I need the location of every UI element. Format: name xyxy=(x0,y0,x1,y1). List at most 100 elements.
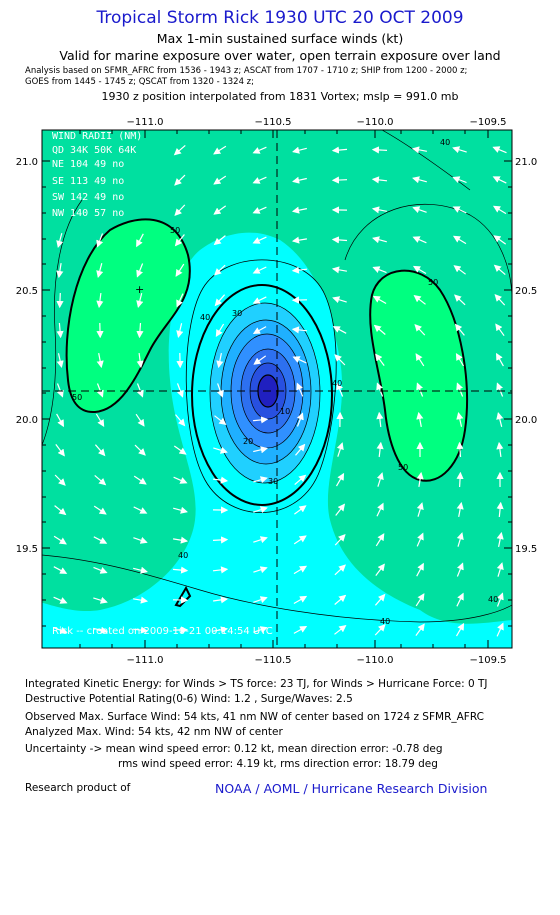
wind-radii-row-ne: NE 104 49 no xyxy=(52,159,124,170)
contour-label: 50 xyxy=(398,463,408,472)
wind-radii-header: QD 34K 50K 64K xyxy=(52,145,136,156)
wind-vector xyxy=(292,176,307,184)
contour-label: 40 xyxy=(488,595,498,604)
wind-vector xyxy=(456,412,464,427)
wind-vector xyxy=(456,501,464,518)
wind-vector xyxy=(411,146,428,154)
wind-vector xyxy=(296,412,304,427)
wind-vector xyxy=(456,382,464,397)
wind-vector xyxy=(213,175,227,185)
wind-vector xyxy=(412,206,427,214)
organization-link[interactable]: NOAA / AOML / Hurricane Research Divisio… xyxy=(215,781,488,796)
wind-vector xyxy=(56,233,64,248)
wind-vector xyxy=(372,295,387,305)
wind-vector xyxy=(96,293,104,309)
wind-vector xyxy=(252,236,267,244)
wind-vector xyxy=(56,322,64,339)
wind-vector xyxy=(412,265,427,275)
wind-vector xyxy=(213,596,229,604)
wind-vector xyxy=(492,146,507,154)
wind-vector xyxy=(496,622,504,637)
lon-tick-top: −110.0 xyxy=(356,117,393,128)
wind-vector xyxy=(53,626,68,634)
wind-vector xyxy=(372,236,387,244)
map-frame xyxy=(41,129,513,649)
wind-vector xyxy=(253,355,267,365)
lat-tick-left: 20.5 xyxy=(16,286,38,297)
wind-vector xyxy=(456,562,464,577)
wind-vector xyxy=(412,176,427,184)
wind-vector xyxy=(213,205,227,215)
wind-vector xyxy=(374,593,386,606)
wind-vector xyxy=(176,293,184,308)
wind-vector xyxy=(176,383,184,398)
wind-vector xyxy=(376,441,384,458)
wind-vector xyxy=(456,441,464,458)
wind-vector xyxy=(252,176,267,184)
lon-tick-top: −109.5 xyxy=(469,117,506,128)
wind-vector xyxy=(173,445,187,455)
wind-vector xyxy=(496,382,504,397)
contour-label: 50 xyxy=(428,278,438,287)
wind-vector xyxy=(416,532,424,547)
wind-vector xyxy=(253,596,268,604)
wind-vector xyxy=(456,532,464,547)
wind-vector xyxy=(294,474,307,486)
wind-vector xyxy=(132,596,149,604)
wind-vector xyxy=(452,235,467,245)
uncertainty-line1: Uncertainty -> mean wind speed error: 0.… xyxy=(25,743,443,755)
wind-radii-row-nw: NW 140 57 no xyxy=(52,208,124,219)
axis-ticks xyxy=(42,130,512,648)
lon-tick-top: −111.0 xyxy=(126,117,163,128)
wind-vector xyxy=(412,236,427,244)
wind-vector xyxy=(214,415,227,426)
wind-vector xyxy=(252,146,267,154)
wind-vector xyxy=(173,144,186,156)
lon-tick-bottom: −110.0 xyxy=(356,655,393,666)
lon-tick-bottom: −109.5 xyxy=(469,655,506,666)
position-note: 1930 z position interpolated from 1831 V… xyxy=(101,90,459,103)
wind-vector xyxy=(136,263,144,278)
wind-vector xyxy=(292,356,307,364)
wind-vector xyxy=(414,324,426,336)
contour-labels: 40 50 50 50 40 30 10 20 30 50 40 40 40 4… xyxy=(72,138,498,626)
wind-vector xyxy=(332,296,347,304)
wind-vector xyxy=(93,505,107,515)
wind-vector xyxy=(215,323,225,338)
analyzed-max-wind: Analyzed Max. Wind: 54 kts, 42 nm NW of … xyxy=(25,726,283,738)
wind-radii-row-sw: SW 142 49 no xyxy=(52,192,124,203)
wind-vector xyxy=(334,354,346,366)
exposure-note: Valid for marine exposure over water, op… xyxy=(59,48,501,63)
wind-vector xyxy=(134,444,146,456)
wind-vector xyxy=(291,266,308,274)
wind-vector xyxy=(292,146,307,154)
wind-vector xyxy=(173,536,189,544)
contour-label: 30 xyxy=(268,477,278,486)
wind-vector xyxy=(336,382,344,397)
wind-vector xyxy=(332,326,347,334)
wind-vector xyxy=(53,535,67,545)
wind-vector xyxy=(371,146,388,154)
wind-vector xyxy=(496,531,504,548)
wind-vector xyxy=(133,536,148,544)
wind-vector xyxy=(96,263,104,278)
wind-vector xyxy=(295,443,306,456)
wind-vector xyxy=(335,472,345,487)
contour-label: 40 xyxy=(178,551,188,560)
wind-vector xyxy=(213,235,226,246)
wind-vector xyxy=(174,174,186,186)
wind-vector xyxy=(452,206,467,214)
analysis-sources-line2: GOES from 1445 - 1745 z; QSCAT from 1320… xyxy=(25,77,255,87)
wind-vector xyxy=(172,566,189,574)
wind-radii-title: WIND RADII (NM) xyxy=(52,131,142,142)
wind-vector xyxy=(54,505,67,516)
wind-vector xyxy=(376,472,384,487)
wind-vector xyxy=(454,323,465,336)
contour-label: 50 xyxy=(170,226,180,235)
wind-vector xyxy=(212,566,229,574)
wind-vector xyxy=(56,292,64,309)
wind-vector xyxy=(375,563,385,576)
wind-vector xyxy=(96,352,104,369)
wind-vector xyxy=(214,264,226,276)
wind-vector xyxy=(212,536,229,544)
